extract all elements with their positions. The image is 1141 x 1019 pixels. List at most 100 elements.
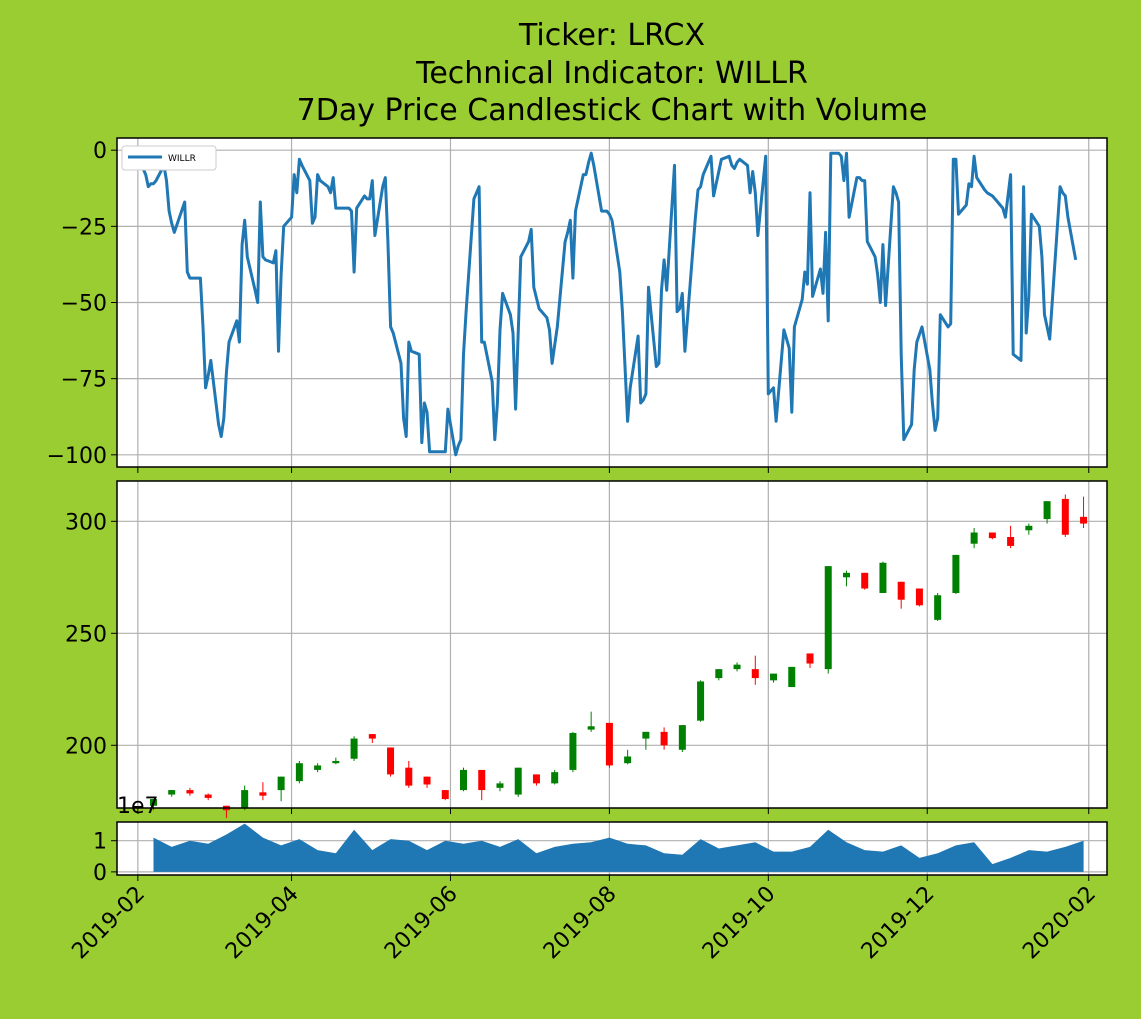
chart-title-line-1: Ticker: LRCX xyxy=(518,18,705,53)
candle-2019-10-24 xyxy=(824,566,832,674)
candle-body xyxy=(460,769,467,791)
candle-body xyxy=(168,790,176,795)
candle-2019-10-17 xyxy=(806,653,814,669)
candle-body xyxy=(897,581,905,600)
candle-2020-01-16 xyxy=(1043,501,1051,524)
price-candlestick-panel: 200 250 300 xyxy=(65,480,1108,819)
volume-area xyxy=(153,823,1084,872)
candle-2019-09-05 xyxy=(697,680,705,722)
candle-body xyxy=(204,794,212,798)
candle-body xyxy=(733,664,741,670)
candle-body xyxy=(350,738,358,759)
candle-body xyxy=(624,756,632,764)
willr-ytick-label: 0 xyxy=(93,139,107,164)
candle-body xyxy=(496,783,504,788)
candle-body xyxy=(1080,516,1088,524)
candle-body xyxy=(970,532,978,544)
candle-2019-11-21 xyxy=(897,581,905,609)
willr-ytick-label: −75 xyxy=(61,368,107,393)
candle-2019-05-30 xyxy=(441,790,449,801)
candle-body xyxy=(952,554,960,593)
candle-body xyxy=(387,747,395,775)
candle-2019-07-25 xyxy=(587,711,595,732)
xtick-label-2020-02: 2020-02 xyxy=(1018,882,1101,965)
candle-2019-05-02 xyxy=(368,734,376,744)
candle-body xyxy=(441,790,449,800)
candle-body xyxy=(569,732,577,770)
candle-2019-03-28 xyxy=(277,776,285,802)
candle-body xyxy=(678,725,686,750)
candle-2019-04-25 xyxy=(350,736,358,761)
candle-body xyxy=(1007,536,1015,546)
candle-2019-09-26 xyxy=(751,655,759,685)
candle-2019-02-14 xyxy=(168,790,176,797)
candle-2019-07-11 xyxy=(551,769,559,785)
candle-2020-01-02 xyxy=(1007,525,1015,549)
xtick-label-2019-10: 2019-10 xyxy=(698,882,781,965)
candle-2019-11-14 xyxy=(879,561,887,593)
candle-body xyxy=(478,769,486,791)
candle-body xyxy=(277,776,285,791)
candle-2019-06-27 xyxy=(514,767,522,797)
willr-ytick-label: −100 xyxy=(47,444,107,469)
candle-2019-12-19 xyxy=(970,528,978,549)
candle-2019-11-28 xyxy=(915,588,923,607)
price-ytick-label: 250 xyxy=(65,622,107,647)
candle-2019-04-11 xyxy=(314,763,322,773)
candle-2019-08-08 xyxy=(624,749,632,765)
candle-2019-05-09 xyxy=(387,747,395,777)
candle-body xyxy=(660,731,668,746)
candle-2019-05-16 xyxy=(405,760,413,788)
candle-2019-07-18 xyxy=(569,731,577,773)
candle-2019-10-10 xyxy=(788,666,796,688)
candle-body xyxy=(988,532,996,539)
candle-body xyxy=(1043,501,1051,520)
willr-ytick-label: −25 xyxy=(61,215,107,240)
price-frame xyxy=(116,480,1108,809)
candle-2020-01-09 xyxy=(1025,523,1033,535)
willr-ytick-label: −50 xyxy=(61,292,107,317)
candle-2020-01-30 xyxy=(1080,496,1088,529)
candle-2019-08-22 xyxy=(660,727,668,750)
candle-body xyxy=(368,734,376,739)
willr-line xyxy=(136,151,1078,457)
candle-body xyxy=(405,767,413,786)
candle-body xyxy=(751,669,759,679)
candle-body xyxy=(806,653,814,664)
willr-frame xyxy=(116,137,1108,468)
candle-body xyxy=(241,790,249,808)
chart-title-line-2: Technical Indicator: WILLR xyxy=(415,56,808,91)
candle-body xyxy=(149,799,157,806)
candle-2019-06-20 xyxy=(496,781,504,792)
candle-body xyxy=(332,760,340,764)
candle-body xyxy=(532,774,540,784)
candle-body xyxy=(514,767,522,795)
candle-2019-04-18 xyxy=(332,757,340,765)
candle-2019-09-12 xyxy=(715,669,723,681)
candle-2019-02-28 xyxy=(204,793,212,801)
candle-body xyxy=(259,792,267,796)
candle-body xyxy=(824,566,832,670)
candle-body xyxy=(551,772,559,784)
candle-2019-04-04 xyxy=(295,760,303,784)
willr-indicator-panel: 0 −25 −50 −75 −100 xyxy=(47,137,1108,473)
chart-title-line-3: 7Day Price Candlestick Chart with Volume xyxy=(297,93,928,128)
xtick-label-2019-04: 2019-04 xyxy=(221,882,304,965)
volume-ytick-label: 0 xyxy=(93,861,107,886)
price-ytick-label: 300 xyxy=(65,510,107,535)
candle-2019-10-03 xyxy=(770,673,778,683)
xtick-label-2019-12: 2019-12 xyxy=(857,882,940,965)
candle-body xyxy=(642,731,650,739)
legend: WILLR xyxy=(121,145,217,171)
candle-2019-11-07 xyxy=(861,572,869,590)
candle-2019-10-31 xyxy=(842,570,850,587)
candle-2019-02-21 xyxy=(186,787,194,796)
candle-body xyxy=(715,669,723,679)
candle-body xyxy=(314,765,322,770)
candle-body xyxy=(1061,498,1069,535)
candle-body xyxy=(587,726,595,730)
volume-ytick-label: 1 xyxy=(93,830,107,855)
candle-2019-12-26 xyxy=(988,532,996,540)
price-ytick-label: 200 xyxy=(65,734,107,759)
